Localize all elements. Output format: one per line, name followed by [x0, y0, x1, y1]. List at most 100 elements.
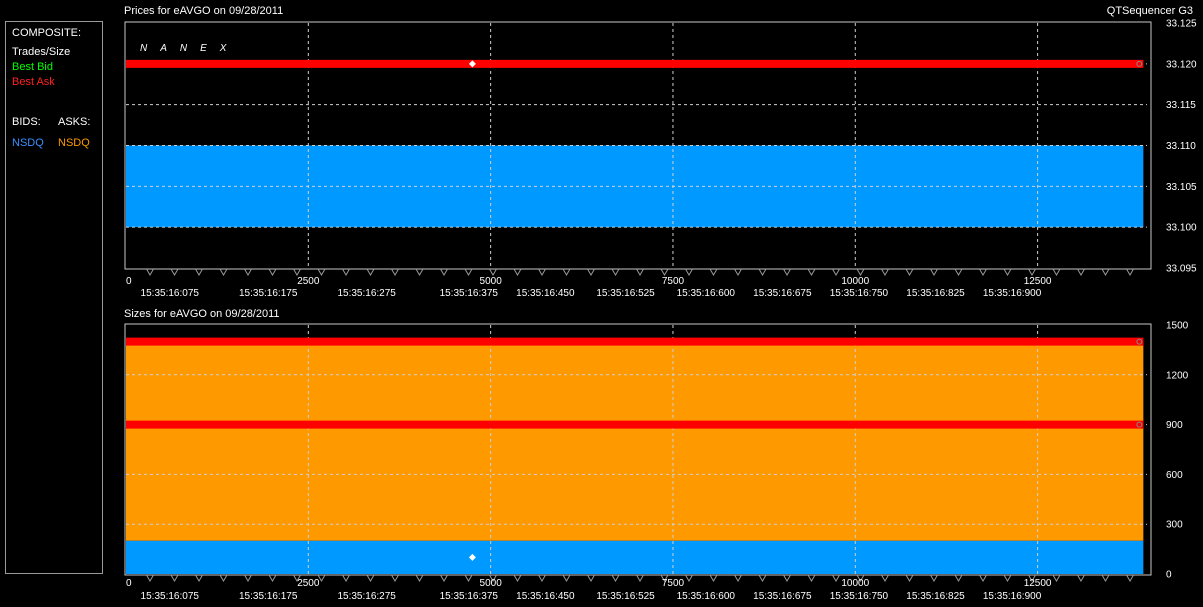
- prices-time-label: 15:35:16:075: [141, 288, 200, 299]
- prices-time-marker: [660, 268, 669, 276]
- prices-time-marker: [219, 268, 228, 276]
- prices-x-tick-label: 5000: [480, 276, 503, 287]
- prices-time-label: 15:35:16:450: [516, 288, 575, 299]
- sizes-time-marker: [783, 574, 791, 582]
- legend-best-bid: Best Bid: [12, 61, 53, 73]
- prices-x-tick-label: 0: [126, 276, 132, 287]
- prices-time-label: 15:35:16:825: [906, 288, 965, 299]
- app-title: QTSequencer G3: [1106, 5, 1193, 17]
- legend-panel: COMPOSITE: Trades/Size Best Bid Best Ask…: [5, 21, 103, 574]
- sizes-time-marker: [391, 574, 399, 582]
- sizes-time-marker: [881, 574, 889, 582]
- sizes-time-marker: [979, 574, 987, 582]
- prices-time-marker: [734, 268, 742, 276]
- prices-time-marker: [489, 268, 497, 276]
- sizes-time-marker: [930, 574, 938, 582]
- sizes-time-marker: [366, 574, 375, 582]
- sizes-x-tick-label: 7500: [662, 578, 685, 589]
- prices-time-marker: [856, 268, 865, 276]
- prices-time-marker: [685, 268, 693, 276]
- sizes-time-marker: [807, 574, 816, 582]
- prices-time-marker: [1077, 268, 1085, 276]
- sizes-time-marker: [734, 574, 742, 582]
- sizes-x-tick-label: 2500: [297, 578, 320, 589]
- sizes-y-tick-label: 900: [1166, 420, 1183, 431]
- sizes-time-marker: [758, 574, 767, 582]
- prices-y-tick-label: 33.110: [1166, 141, 1196, 152]
- sizes-y-tick-label: 1500: [1166, 321, 1189, 332]
- sizes-time-marker: [317, 574, 326, 582]
- prices-y-tick-label: 33.120: [1166, 59, 1197, 70]
- sizes-title: Sizes for eAVGO on 09/28/2011: [124, 308, 280, 320]
- sizes-time-marker: [342, 574, 350, 582]
- prices-time-label: 15:35:16:675: [753, 288, 812, 299]
- sizes-time-marker: [1126, 574, 1134, 582]
- prices-time-marker: [881, 268, 889, 276]
- prices-time-marker: [1052, 268, 1061, 276]
- prices-time-marker: [464, 268, 473, 276]
- prices-time-marker: [587, 268, 595, 276]
- sizes-time-marker: [636, 574, 644, 582]
- sizes-time-marker: [293, 574, 301, 582]
- prices-time-marker: [758, 268, 767, 276]
- sizes-y-tick-label: 300: [1166, 520, 1183, 531]
- prices-y-tick-label: 33.095: [1166, 264, 1197, 275]
- prices-plot-frame: [124, 21, 1152, 270]
- prices-time-marker: [342, 268, 350, 276]
- prices-x-tick-label: 12500: [1024, 276, 1052, 287]
- legend-best-ask: Best Ask: [12, 76, 55, 88]
- sizes-time-marker: [1028, 574, 1036, 582]
- sizes-plot-frame: [124, 323, 1152, 576]
- prices-time-marker: [195, 268, 203, 276]
- sizes-time-marker: [538, 574, 546, 582]
- sizes-time-marker: [1077, 574, 1085, 582]
- prices-time-marker: [832, 268, 840, 276]
- sizes-line-end-3: [1136, 421, 1143, 428]
- legend-composite: COMPOSITE:: [12, 27, 82, 39]
- prices-time-marker: [1028, 268, 1036, 276]
- prices-time-marker: [268, 268, 277, 276]
- prices-x-tick-label: 7500: [662, 276, 685, 287]
- prices-title: Prices for eAVGO on 09/28/2011: [124, 5, 284, 17]
- prices-y-tick-label: 33.100: [1166, 223, 1197, 234]
- sizes-y-tick-label: 1200: [1166, 370, 1189, 381]
- prices-time-marker: [317, 268, 326, 276]
- sizes-time-label: 15:35:16:825: [906, 591, 965, 602]
- sizes-time-label: 15:35:16:175: [239, 591, 298, 602]
- prices-time-marker: [783, 268, 791, 276]
- sizes-time-marker: [464, 574, 473, 582]
- sizes-time-label: 15:35:16:525: [596, 591, 655, 602]
- sizes-time-marker: [709, 574, 718, 582]
- prices-y-tick-label: 33.105: [1166, 182, 1197, 193]
- prices-time-label: 15:35:16:275: [337, 288, 396, 299]
- prices-time-marker: [930, 268, 938, 276]
- prices-time-marker: [562, 268, 571, 276]
- sizes-band-1: [126, 540, 1144, 574]
- legend-trades: Trades/Size: [12, 46, 71, 58]
- prices-x-tick-label: 2500: [297, 276, 320, 287]
- sizes-time-label: 15:35:16:375: [440, 591, 499, 602]
- sizes-time-marker: [905, 574, 914, 582]
- prices-time-marker: [807, 268, 816, 276]
- sizes-x-tick-label: 12500: [1024, 578, 1052, 589]
- sizes-time-label: 15:35:16:675: [753, 591, 812, 602]
- prices-time-marker: [366, 268, 375, 276]
- sizes-y-tick-label: 0: [1166, 570, 1172, 581]
- sizes-time-marker: [513, 574, 522, 582]
- sizes-time-marker: [170, 574, 179, 582]
- prices-trade-point-0: [468, 60, 476, 68]
- legend-bid-exchange: NSDQ: [12, 137, 44, 149]
- sizes-time-marker: [562, 574, 571, 582]
- sizes-time-marker: [587, 574, 595, 582]
- sizes-time-marker: [660, 574, 669, 582]
- sizes-time-marker: [856, 574, 865, 582]
- legend-bids: BIDS:: [12, 116, 41, 128]
- prices-x-tick-label: 10000: [841, 276, 869, 287]
- sizes-time-marker: [1003, 574, 1012, 582]
- prices-time-label: 15:35:16:600: [677, 288, 736, 299]
- sizes-time-label: 15:35:16:450: [516, 591, 575, 602]
- prices-time-marker: [293, 268, 301, 276]
- prices-time-marker: [954, 268, 963, 276]
- sizes-band-0: [126, 341, 1144, 541]
- prices-time-marker: [1101, 268, 1110, 276]
